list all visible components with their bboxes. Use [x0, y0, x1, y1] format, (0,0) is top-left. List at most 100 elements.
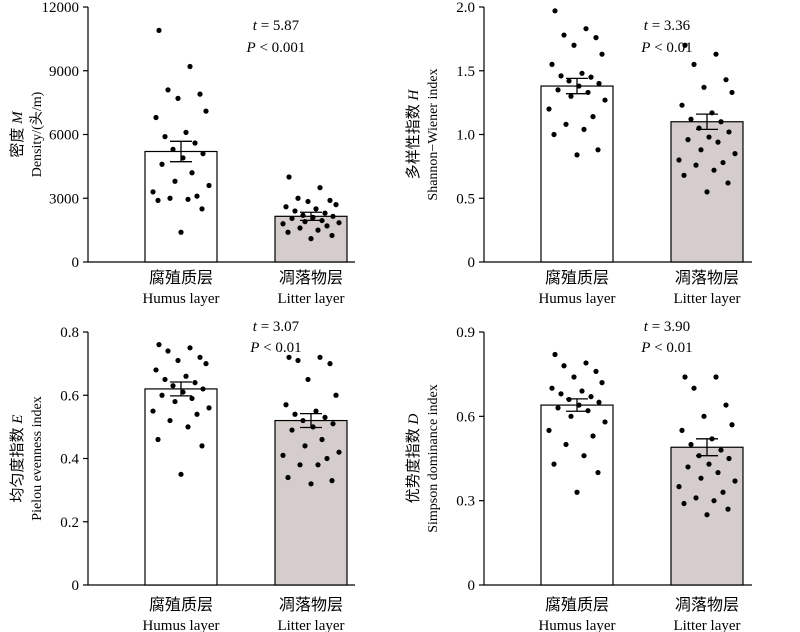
data-point: [590, 114, 596, 120]
data-point: [300, 417, 306, 424]
data-point: [194, 411, 200, 417]
data-point: [696, 453, 702, 459]
stat-t-value: = 5.87: [257, 18, 300, 34]
y-tick-label: 0: [468, 255, 476, 271]
data-point: [561, 363, 567, 369]
data-point: [292, 411, 298, 417]
data-point: [329, 478, 335, 484]
y-axis-label-en: Simpson dominance index: [426, 384, 441, 533]
stat-p-value: < 0.01: [650, 340, 692, 356]
y-tick-label: 1.5: [456, 64, 475, 80]
data-point: [308, 236, 314, 242]
data-point: [315, 227, 321, 233]
data-point: [585, 408, 591, 414]
data-point: [203, 108, 209, 114]
y-tick-label: 0.6: [456, 409, 475, 425]
data-point: [322, 210, 328, 216]
y-axis-label-symbol: D: [406, 414, 422, 426]
data-point: [596, 399, 602, 405]
data-point: [685, 464, 691, 470]
stat-p-symbol: P: [249, 340, 259, 356]
data-point: [682, 42, 688, 48]
panel-2: 0 0.5 1.0 1.5 2.0 腐殖质层 Humus layer 凋落物层 Litter l…: [405, 0, 752, 307]
stat-p: P < 0.01: [249, 340, 301, 356]
data-point: [297, 225, 303, 231]
data-point: [576, 402, 582, 408]
data-point: [327, 361, 333, 367]
data-point: [732, 151, 738, 157]
data-point: [563, 121, 569, 127]
panel-3: 0 0.2 0.4 0.6 0.8 腐殖质层 Humus layer 凋落物层 Litter l…: [9, 319, 355, 632]
data-point: [289, 215, 295, 222]
data-point: [676, 484, 682, 490]
data-point: [322, 414, 328, 420]
y-tick-label: 0: [72, 578, 80, 594]
data-point: [585, 89, 591, 96]
data-point: [691, 61, 697, 67]
data-point: [172, 398, 178, 405]
data-point: [558, 73, 564, 79]
data-point: [685, 137, 691, 143]
data-point: [203, 361, 209, 367]
data-point: [711, 167, 717, 173]
data-point: [720, 159, 726, 166]
stat-t-value: = 3.90: [648, 319, 690, 335]
data-point: [330, 213, 336, 219]
data-point: [302, 219, 308, 225]
data-point: [555, 87, 561, 93]
y-tick-label: 0.9: [456, 325, 475, 341]
stat-t-value: = 3.07: [257, 319, 300, 335]
category-label-en: Litter layer: [673, 291, 740, 307]
data-point: [153, 114, 159, 121]
data-point: [574, 152, 580, 158]
y-axis-label-en: Shannon−Wiener index: [426, 68, 441, 200]
data-point: [566, 78, 572, 84]
category-label-en: Litter layer: [277, 618, 344, 632]
data-point: [165, 348, 171, 354]
data-point: [197, 354, 203, 360]
data-point: [576, 83, 582, 89]
data-point: [713, 51, 719, 57]
data-point: [704, 512, 710, 518]
data-point: [308, 481, 314, 487]
data-point: [561, 32, 567, 38]
data-point: [715, 139, 721, 145]
stat-p-value: < 0.01: [259, 340, 301, 356]
y-tick-label: 0.5: [456, 191, 475, 207]
data-point: [180, 155, 186, 161]
data-point: [187, 63, 193, 70]
y-axis-label-zh: 密度 M: [9, 110, 26, 158]
stat-p-value: < 0.001: [256, 40, 306, 56]
data-point: [599, 380, 605, 386]
data-point: [588, 74, 594, 80]
data-point: [199, 443, 205, 449]
data-point: [300, 212, 306, 218]
category-label-en: Humus layer: [538, 618, 615, 632]
stat-t-value: = 3.36: [648, 18, 691, 34]
category-label-zh: 凋落物层: [675, 269, 739, 287]
data-point: [295, 357, 301, 364]
data-point: [159, 161, 165, 167]
data-point: [167, 195, 173, 201]
data-point: [555, 405, 561, 411]
y-axis-label-en: Density/(头/m): [29, 91, 45, 177]
data-point: [546, 106, 552, 112]
y-tick-label: 1.0: [456, 128, 475, 144]
category-label-zh: 腐殖质层: [545, 596, 609, 614]
data-point: [574, 489, 580, 495]
data-point: [283, 204, 289, 210]
data-point: [285, 229, 291, 235]
data-point: [595, 469, 601, 476]
data-point: [676, 157, 682, 163]
y-axis-label-zh-text: 密度: [9, 124, 26, 158]
data-point: [175, 95, 181, 101]
data-point: [317, 354, 323, 360]
bar-1: [540, 404, 614, 586]
data-point: [546, 427, 552, 433]
data-point: [324, 223, 330, 229]
data-point: [295, 195, 301, 201]
data-point: [549, 385, 555, 391]
data-point: [310, 424, 316, 430]
y-tick-label: 12000: [42, 0, 80, 16]
y-axis-label-zh: 多样性指数 H: [405, 89, 422, 180]
